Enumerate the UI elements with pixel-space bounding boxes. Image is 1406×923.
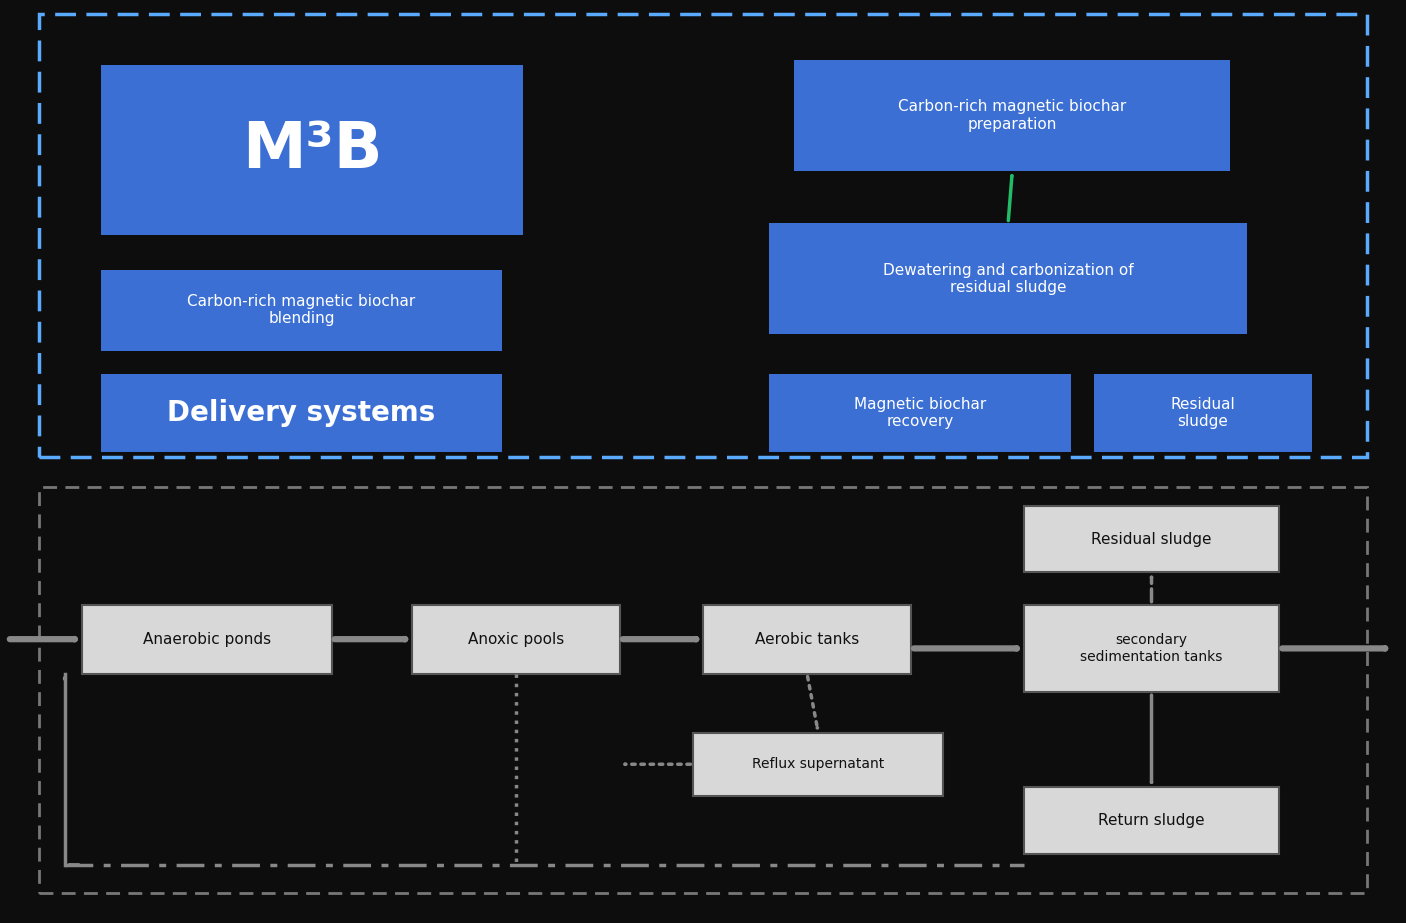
Text: Anoxic pools: Anoxic pools [468, 631, 564, 647]
FancyBboxPatch shape [693, 733, 943, 796]
Text: secondary
sedimentation tanks: secondary sedimentation tanks [1080, 633, 1223, 664]
Text: Reflux supernatant: Reflux supernatant [752, 757, 884, 772]
Text: Residual
sludge: Residual sludge [1170, 397, 1236, 429]
Text: Return sludge: Return sludge [1098, 813, 1205, 828]
Text: Residual sludge: Residual sludge [1091, 532, 1212, 546]
Text: Carbon-rich magnetic biochar
blending: Carbon-rich magnetic biochar blending [187, 294, 416, 327]
Text: M³B: M³B [242, 119, 382, 181]
FancyBboxPatch shape [769, 223, 1247, 334]
Text: Aerobic tanks: Aerobic tanks [755, 631, 859, 647]
FancyBboxPatch shape [101, 374, 502, 452]
Text: Dewatering and carbonization of
residual sludge: Dewatering and carbonization of residual… [883, 262, 1133, 295]
Text: Magnetic biochar
recovery: Magnetic biochar recovery [853, 397, 987, 429]
FancyBboxPatch shape [794, 60, 1230, 171]
FancyBboxPatch shape [703, 605, 911, 674]
FancyBboxPatch shape [101, 270, 502, 351]
Text: Carbon-rich magnetic biochar
preparation: Carbon-rich magnetic biochar preparation [898, 99, 1126, 132]
FancyBboxPatch shape [1024, 506, 1279, 572]
FancyBboxPatch shape [82, 605, 332, 674]
FancyBboxPatch shape [101, 65, 523, 235]
FancyBboxPatch shape [1094, 374, 1312, 452]
FancyBboxPatch shape [1024, 605, 1279, 692]
Text: Anaerobic ponds: Anaerobic ponds [142, 631, 271, 647]
FancyBboxPatch shape [1024, 787, 1279, 854]
FancyBboxPatch shape [769, 374, 1071, 452]
Text: Delivery systems: Delivery systems [167, 399, 436, 427]
FancyBboxPatch shape [412, 605, 620, 674]
